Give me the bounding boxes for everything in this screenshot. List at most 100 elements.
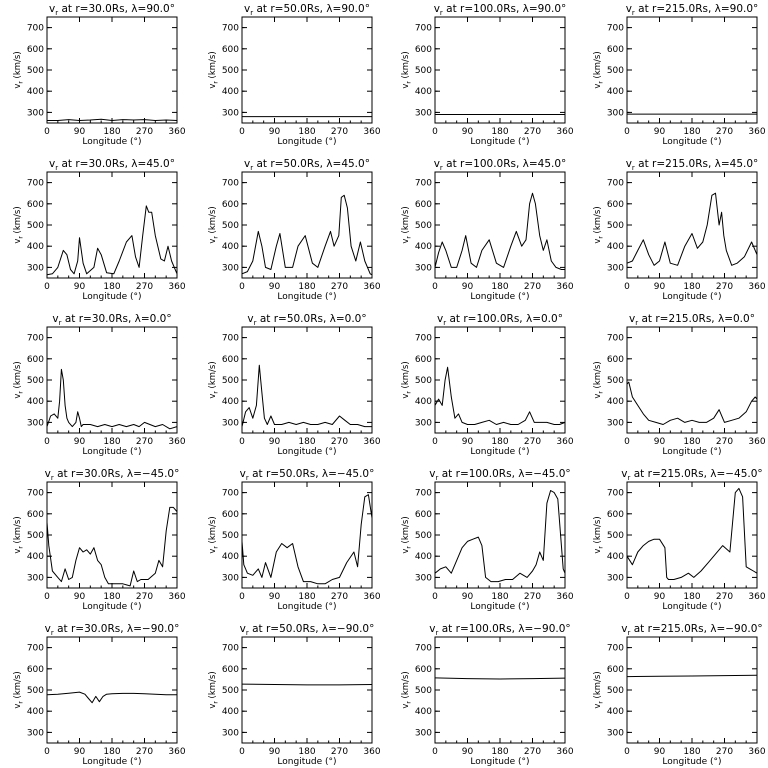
ylabel-v: v <box>13 704 23 709</box>
x-tick-label: 0 <box>432 437 438 447</box>
y-tick-label: 700 <box>607 24 624 34</box>
x-axis-label: Longitude (°) <box>82 602 141 612</box>
y-axis-label: vr (km/s) <box>593 206 605 243</box>
x-axis-label: Longitude (°) <box>82 757 141 767</box>
ylabel-subscript: r <box>18 236 25 239</box>
x-tick-label: 0 <box>624 437 630 447</box>
series-line <box>46 691 177 704</box>
x-axis-label: Longitude (°) <box>82 447 141 457</box>
ylabel-subscript: r <box>18 701 25 704</box>
x-tick-label: 90 <box>654 437 666 447</box>
y-tick-label: 300 <box>415 263 432 273</box>
y-tick-label: 400 <box>222 552 239 562</box>
y-tick-label: 400 <box>27 87 44 97</box>
x-tick-label: 360 <box>556 282 573 292</box>
panel-20: vr at r=215.0Rs, λ=−90.0°0 90 180 270 360300… <box>593 623 766 767</box>
y-tick-label: 300 <box>607 573 624 583</box>
ylabel-subscript: r <box>598 236 605 239</box>
title-rest: at r=30.0Rs, λ=−45.0° <box>54 468 180 480</box>
panel-title: vr at r=215.0Rs, λ=45.0° <box>626 158 759 172</box>
x-tick-label: 270 <box>331 747 348 757</box>
ylabel-rest: (km/s) <box>208 206 218 236</box>
y-axis-label: vr (km/s) <box>593 361 605 398</box>
title-rest: at r=215.0Rs, λ=45.0° <box>635 158 758 170</box>
y-tick-label: 500 <box>607 686 624 696</box>
x-tick-label: 360 <box>168 747 185 757</box>
y-axis-label: vr (km/s) <box>208 516 220 553</box>
y-tick-label: 400 <box>222 397 239 407</box>
title-v: v <box>49 3 55 15</box>
panel-2: vr at r=50.0Rs, λ=90.0°0 90 180 270 36030040… <box>208 3 381 147</box>
x-tick-label: 360 <box>748 747 765 757</box>
y-tick-label: 700 <box>607 334 624 344</box>
title-v: v <box>626 158 632 170</box>
x-tick-label: 360 <box>556 437 573 447</box>
ylabel-v: v <box>401 394 411 399</box>
y-tick-label: 400 <box>415 397 432 407</box>
y-tick-label: 700 <box>222 489 239 499</box>
series-line <box>626 674 758 678</box>
ylabel-rest: (km/s) <box>401 671 411 701</box>
x-tick-label: 270 <box>136 127 153 137</box>
panel-title: vr at r=50.0Rs, λ=45.0° <box>244 158 370 172</box>
panel-1: vr at r=30.0Rs, λ=90.0°0 90 180 270 36030040… <box>13 3 186 147</box>
title-subscript: r <box>51 629 54 637</box>
y-tick-label: 300 <box>607 728 624 738</box>
y-tick-label: 600 <box>607 355 624 365</box>
x-tick-label: 180 <box>298 282 315 292</box>
x-tick-label: 0 <box>624 282 630 292</box>
x-tick-label: 0 <box>239 437 245 447</box>
x-tick-label: 360 <box>168 282 185 292</box>
plot-frame <box>241 481 373 589</box>
x-tick-label: 360 <box>556 592 573 602</box>
ylabel-v: v <box>208 549 218 554</box>
x-tick-label: 90 <box>269 127 281 137</box>
y-tick-label: 500 <box>415 531 432 541</box>
panel-title: vr at r=50.0Rs, λ=−90.0° <box>240 623 375 637</box>
y-tick-label: 500 <box>607 531 624 541</box>
panel-title: vr at r=30.0Rs, λ=90.0° <box>49 3 175 17</box>
x-tick-label: 90 <box>74 592 86 602</box>
y-tick-label: 300 <box>27 108 44 118</box>
title-subscript: r <box>55 164 58 172</box>
x-axis-label: Longitude (°) <box>82 137 141 147</box>
ylabel-v: v <box>208 394 218 399</box>
y-tick-label: 400 <box>222 87 239 97</box>
plot-frame <box>434 481 566 589</box>
x-tick-label: 90 <box>462 437 474 447</box>
title-v: v <box>626 3 632 15</box>
title-rest: at r=100.0Rs, λ=−90.0° <box>438 623 570 635</box>
title-rest: at r=30.0Rs, λ=90.0° <box>58 3 175 15</box>
plot-frame <box>626 481 758 589</box>
y-tick-label: 500 <box>415 66 432 76</box>
ylabel-v: v <box>401 239 411 244</box>
x-tick-label: 0 <box>432 127 438 137</box>
title-rest: at r=215.0Rs, λ=0.0° <box>638 313 755 325</box>
title-rest: at r=100.0Rs, λ=90.0° <box>443 3 566 15</box>
x-tick-label: 90 <box>269 592 281 602</box>
title-v: v <box>240 468 246 480</box>
y-tick-label: 400 <box>27 242 44 252</box>
y-tick-label: 300 <box>222 573 239 583</box>
ylabel-subscript: r <box>598 701 605 704</box>
title-subscript: r <box>51 474 54 482</box>
title-rest: at r=50.0Rs, λ=0.0° <box>256 313 366 325</box>
y-tick-label: 400 <box>607 397 624 407</box>
panel-15: vr at r=100.0Rs, λ=−45.0°0 90 180 270 360300… <box>401 468 574 612</box>
x-tick-label: 90 <box>654 282 666 292</box>
y-axis-label: vr (km/s) <box>208 51 220 88</box>
y-tick-label: 500 <box>27 376 44 386</box>
ylabel-rest: (km/s) <box>13 51 23 81</box>
x-tick-label: 360 <box>363 747 380 757</box>
y-tick-label: 300 <box>222 418 239 428</box>
panel-title: vr at r=100.0Rs, λ=−90.0° <box>429 623 570 637</box>
panel-title: vr at r=50.0Rs, λ=0.0° <box>247 313 366 327</box>
x-tick-label: 180 <box>683 282 700 292</box>
series-line <box>434 490 566 583</box>
x-tick-label: 90 <box>74 747 86 757</box>
series-line <box>241 494 373 585</box>
y-axis-label: vr (km/s) <box>401 206 413 243</box>
title-v: v <box>247 313 253 325</box>
y-axis-label: vr (km/s) <box>593 51 605 88</box>
ylabel-rest: (km/s) <box>401 516 411 546</box>
